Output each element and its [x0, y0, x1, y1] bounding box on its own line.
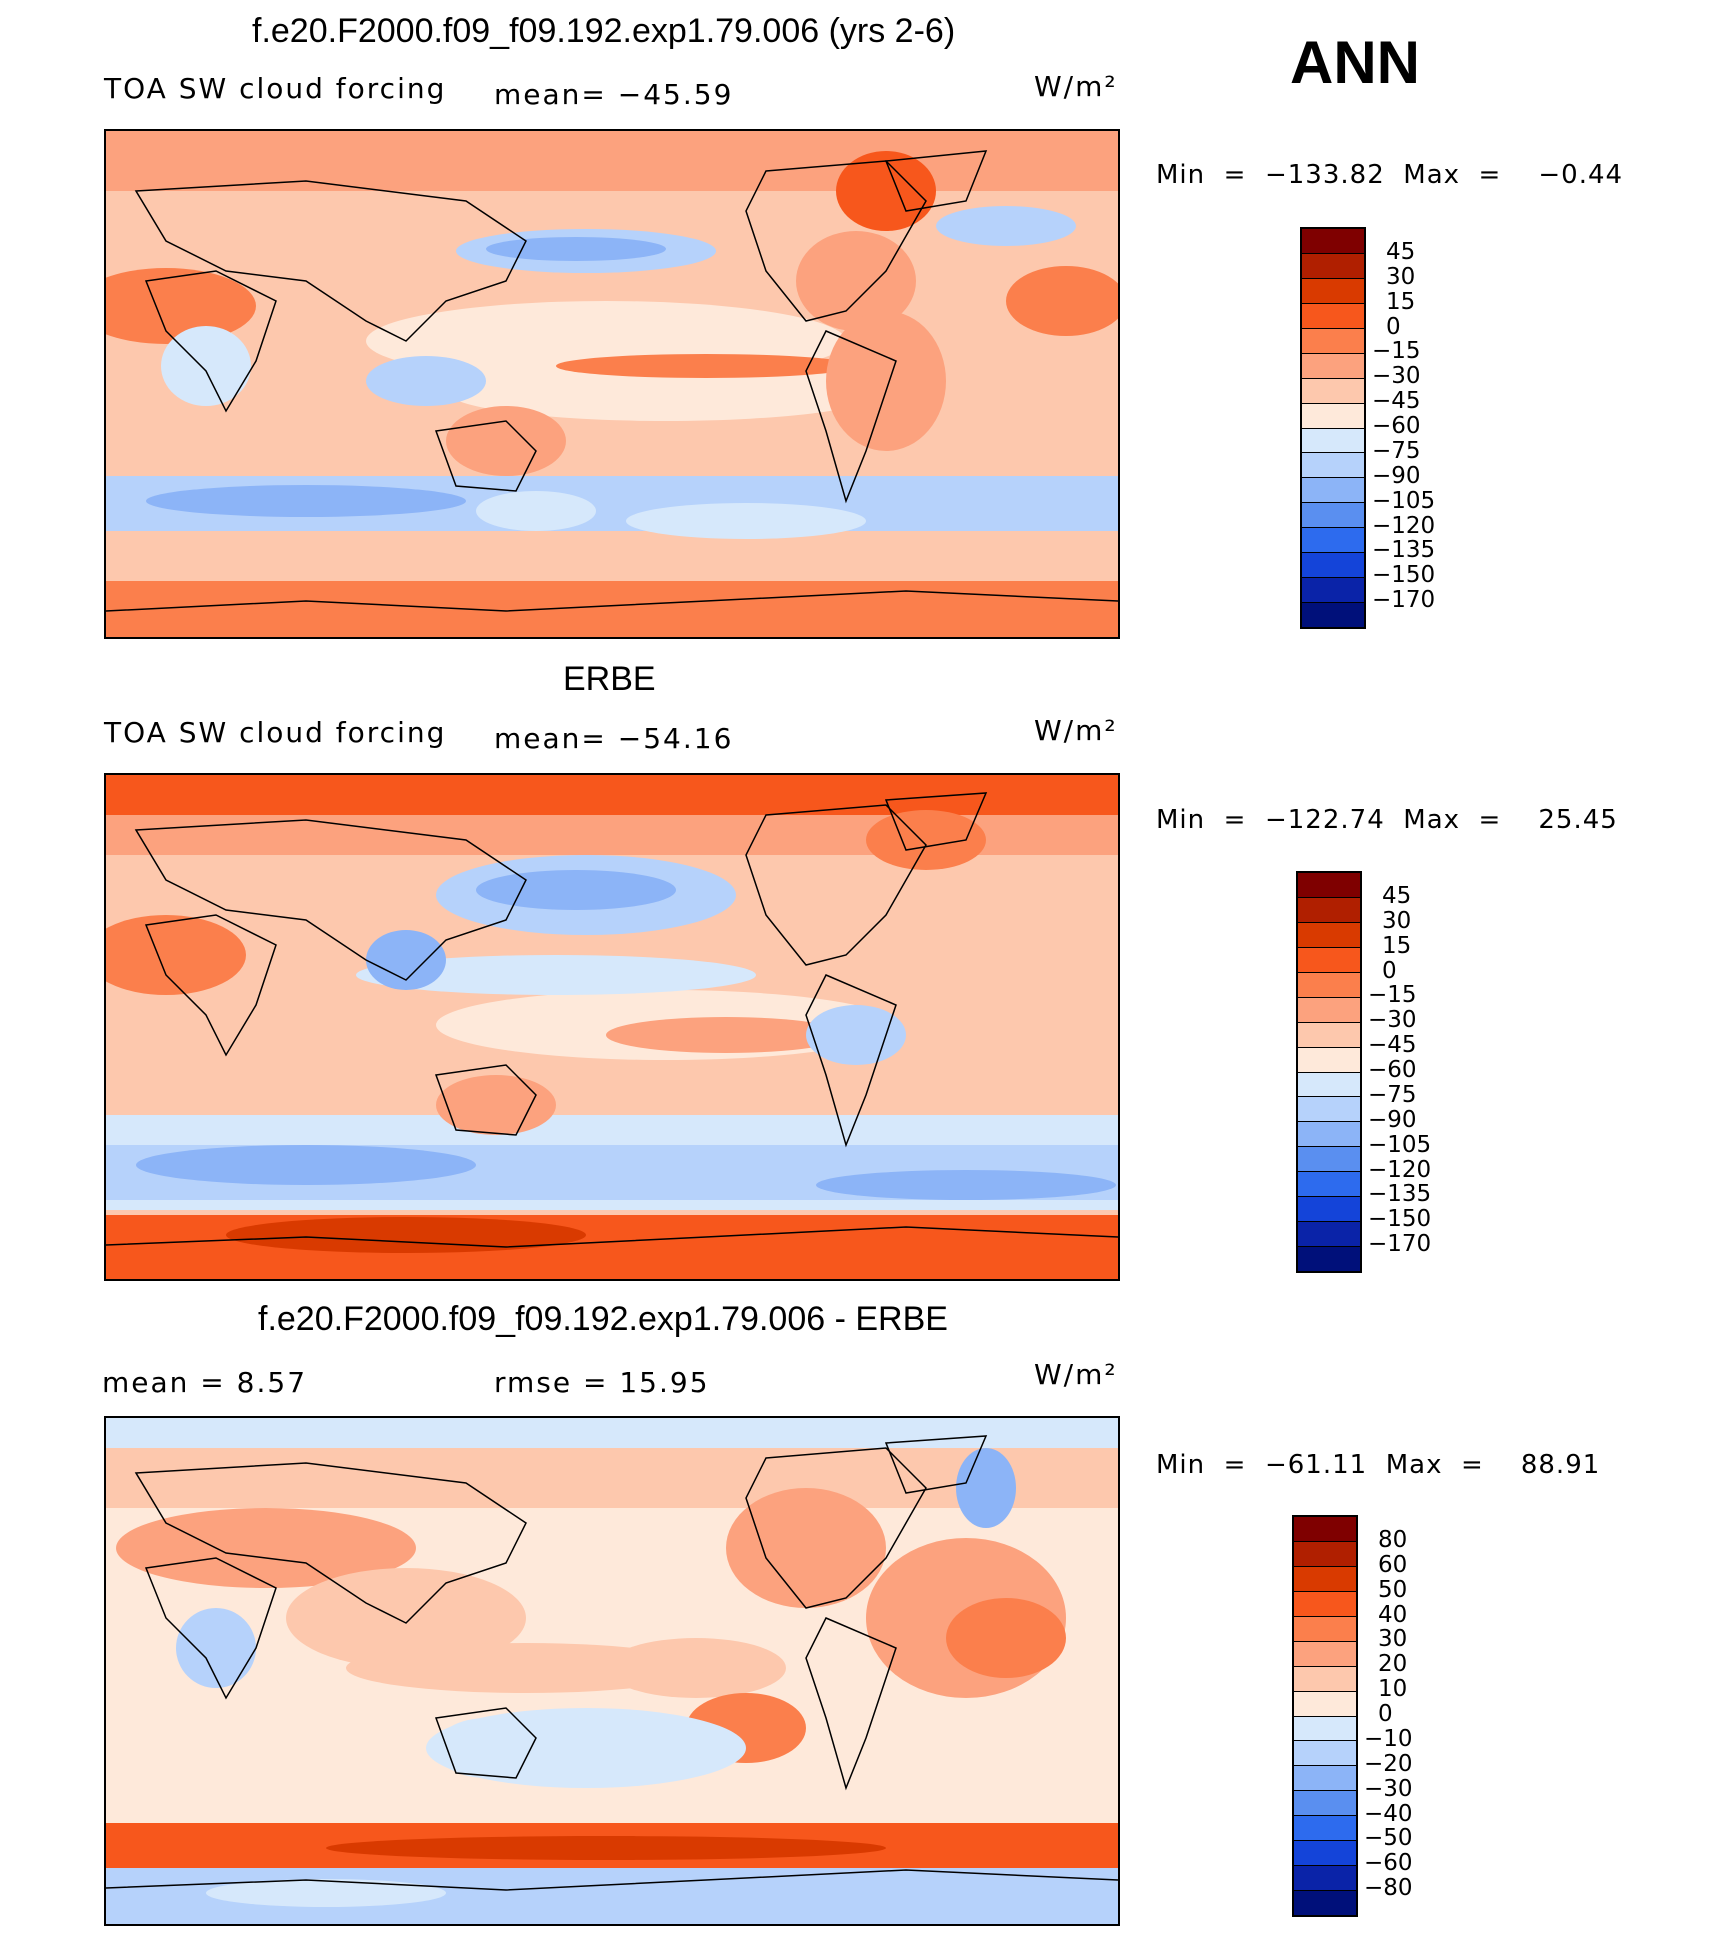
- panel1-mean-label: mean= −45.59: [494, 78, 734, 111]
- colorbar-tick-label: −45: [1372, 388, 1421, 415]
- colorbar-tick-label: 30: [1382, 907, 1412, 934]
- colorbar-tick-label: −80: [1364, 1875, 1413, 1902]
- colorbar-tick-label: −30: [1372, 363, 1421, 390]
- panel3-map: [104, 1416, 1120, 1926]
- panel1-min-max: Min = −133.82 Max = −0.44: [1156, 160, 1624, 190]
- panel3-colorbar: [1292, 1515, 1358, 1917]
- panel1-title: f.e20.F2000.f09_f09.192.exp1.79.006 (yrs…: [252, 12, 956, 50]
- colorbar-tick-label: 10: [1378, 1676, 1408, 1703]
- colorbar-tick-label: −10: [1364, 1725, 1413, 1752]
- panel3-mean-label: mean = 8.57: [102, 1366, 308, 1399]
- colorbar-tick-label: −170: [1368, 1231, 1432, 1258]
- colorbar-tick-label: 45: [1386, 238, 1416, 265]
- colorbar-tick-label: −15: [1372, 338, 1421, 365]
- colorbar-tick-label: 80: [1378, 1526, 1408, 1553]
- panel3-min-max: Min = −61.11 Max = 88.91: [1156, 1450, 1601, 1480]
- colorbar-tick-label: 45: [1382, 882, 1412, 909]
- colorbar-tick-label: 15: [1386, 288, 1416, 315]
- colorbar-tick-label: −60: [1364, 1850, 1413, 1877]
- colorbar-tick-label: −135: [1368, 1181, 1432, 1208]
- colorbar-tick-label: −75: [1368, 1081, 1417, 1108]
- panel1-colorbar: [1300, 227, 1366, 629]
- colorbar-tick-label: 30: [1378, 1626, 1408, 1653]
- colorbar-tick-label: −40: [1364, 1800, 1413, 1827]
- colorbar-tick-label: −20: [1364, 1750, 1413, 1777]
- colorbar-tick-label: −105: [1368, 1131, 1432, 1158]
- colorbar-tick-label: −45: [1368, 1032, 1417, 1059]
- colorbar-tick-label: −135: [1372, 537, 1436, 564]
- panel2-units: W/m²: [1034, 714, 1118, 747]
- season-label: ANN: [1290, 29, 1420, 96]
- colorbar-tick-label: −150: [1368, 1206, 1432, 1233]
- colorbar-tick-label: −75: [1372, 437, 1421, 464]
- panel3-map-field: [106, 1418, 1118, 1924]
- panel2-title: ERBE: [563, 660, 656, 698]
- panel2-colorbar: [1296, 871, 1362, 1273]
- colorbar-tick-label: −90: [1368, 1106, 1417, 1133]
- colorbar-tick-label: −170: [1372, 587, 1436, 614]
- colorbar-tick-label: −30: [1368, 1007, 1417, 1034]
- colorbar-tick-label: 0: [1378, 1701, 1393, 1727]
- panel2-map: [104, 773, 1120, 1281]
- colorbar-tick-label: −150: [1372, 562, 1436, 589]
- colorbar-tick-label: 60: [1378, 1551, 1408, 1578]
- colorbar-tick-label: 15: [1382, 932, 1412, 959]
- panel3-units: W/m²: [1034, 1358, 1118, 1391]
- colorbar-tick-label: 30: [1386, 263, 1416, 290]
- colorbar-tick-label: 0: [1386, 313, 1401, 340]
- panel2-mean-label: mean= −54.16: [494, 722, 734, 755]
- panel1-map: [104, 129, 1120, 639]
- colorbar-tick-label: −30: [1364, 1775, 1413, 1802]
- panel2-variable-label: TOA SW cloud forcing: [104, 716, 447, 749]
- panel2-min-max: Min = −122.74 Max = 25.45: [1156, 805, 1618, 835]
- colorbar-tick-label: −50: [1364, 1825, 1413, 1852]
- colorbar-tick-label: −60: [1368, 1057, 1417, 1083]
- panel3-title: f.e20.F2000.f09_f09.192.exp1.79.006 - ER…: [258, 1300, 948, 1338]
- colorbar-tick-label: −105: [1372, 487, 1436, 514]
- colorbar-tick-label: −60: [1372, 413, 1421, 439]
- colorbar-tick-label: 50: [1378, 1576, 1408, 1603]
- colorbar-tick-label: −120: [1368, 1156, 1432, 1183]
- colorbar-tick-label: 20: [1378, 1651, 1408, 1678]
- panel2-map-field: [106, 775, 1118, 1279]
- panel1-units: W/m²: [1034, 70, 1118, 103]
- colorbar-tick-label: −15: [1368, 982, 1417, 1009]
- panel1-map-field: [106, 131, 1118, 637]
- colorbar-tick-label: 40: [1378, 1601, 1408, 1628]
- colorbar-tick-label: −90: [1372, 462, 1421, 489]
- panel3-rmse-label: rmse = 15.95: [494, 1366, 710, 1399]
- colorbar-tick-label: −120: [1372, 512, 1436, 539]
- panel1-variable-label: TOA SW cloud forcing: [104, 72, 447, 105]
- colorbar-tick-label: 0: [1382, 957, 1397, 984]
